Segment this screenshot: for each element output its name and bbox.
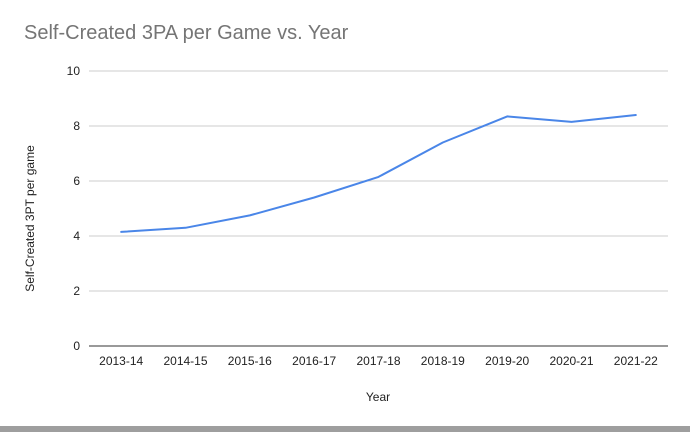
x-tick-label: 2019-20	[485, 354, 529, 368]
chart-title: Self-Created 3PA per Game vs. Year	[24, 22, 349, 44]
x-axis-ticks: 2013-14 2014-15 2015-16 2016-17 2017-18 2018-…	[99, 354, 658, 368]
bottom-border	[0, 426, 690, 432]
x-axis-label: Year	[366, 390, 390, 404]
x-tick-label: 2017-18	[356, 354, 400, 368]
y-tick-label: 8	[73, 119, 80, 133]
x-tick-label: 2020-21	[549, 354, 593, 368]
y-tick-label: 4	[73, 229, 80, 243]
y-tick-label: 0	[73, 339, 80, 353]
x-tick-label: 2015-16	[228, 354, 272, 368]
y-axis-ticks: 0 2 4 6 8 10	[67, 64, 81, 353]
series-lines	[120, 114, 637, 233]
y-axis-label: Self-Created 3PT per game	[23, 145, 37, 292]
gridlines	[89, 70, 668, 347]
series-line	[120, 114, 637, 233]
x-tick-label: 2014-15	[163, 354, 207, 368]
y-tick-label: 6	[73, 174, 80, 188]
x-tick-label: 2021-22	[614, 354, 658, 368]
x-tick-label: 2013-14	[99, 354, 143, 368]
y-tick-label: 10	[67, 64, 81, 78]
y-tick-label: 2	[73, 284, 80, 298]
x-tick-label: 2016-17	[292, 354, 336, 368]
x-tick-label: 2018-19	[421, 354, 465, 368]
